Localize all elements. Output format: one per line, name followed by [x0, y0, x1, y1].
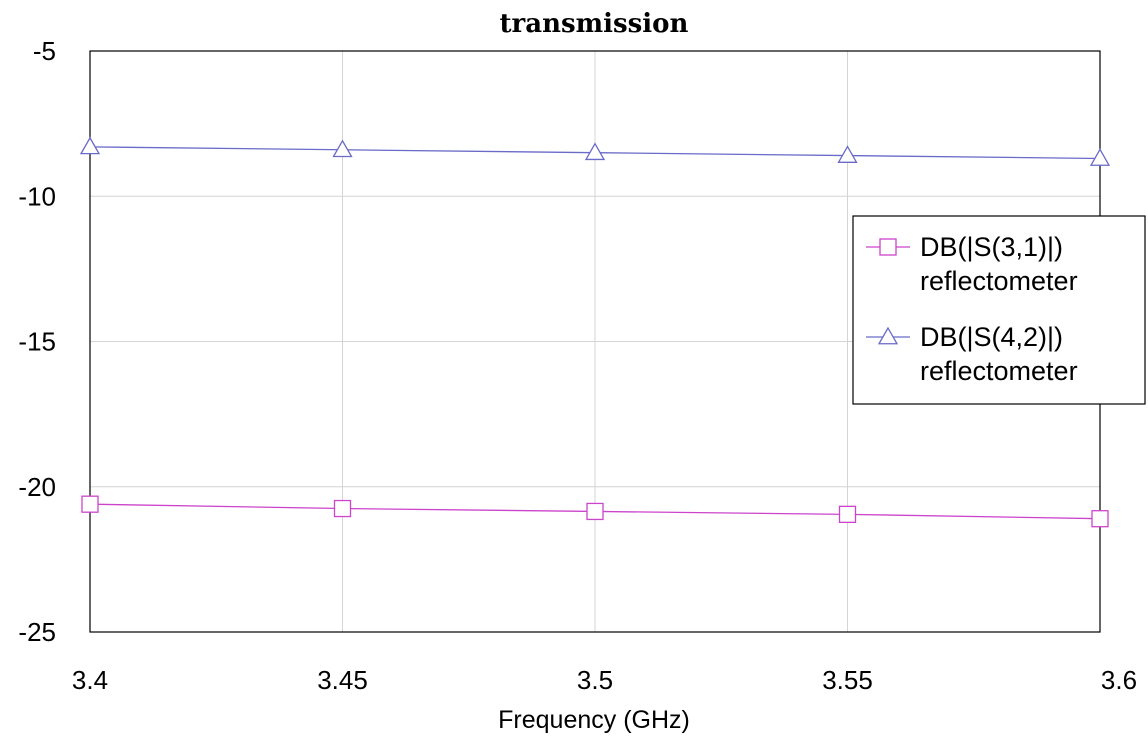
y-tick-label: -10: [18, 181, 56, 211]
data-point-marker: [837, 145, 858, 163]
chart-title: transmission: [500, 9, 689, 39]
series-2: [79, 136, 1111, 166]
legend-label: DB(|S(3,1)|): [920, 232, 1063, 262]
data-point-marker: [584, 142, 606, 161]
x-axis-label: Frequency (GHz): [498, 706, 690, 734]
legend-label: DB(|S(4,2)|): [920, 322, 1063, 352]
data-point-marker: [838, 505, 857, 523]
series-layer: [79, 136, 1111, 528]
x-tick-label: 3.45: [317, 665, 368, 695]
x-tick-label: 3.6: [1101, 665, 1137, 695]
y-axis-ticks: -5 -10 -15 -20 -25: [18, 36, 56, 647]
legend-entry-2: DB(|S(4,2)|) reflectometer: [866, 322, 1078, 386]
x-tick-label: 3.4: [72, 665, 108, 695]
data-point-marker: [333, 499, 352, 518]
x-tick-label: 3.55: [822, 665, 873, 695]
data-point-marker: [586, 502, 604, 521]
legend-label-line2: reflectometer: [920, 356, 1078, 386]
y-tick-label: -15: [18, 327, 56, 357]
data-point-marker: [1089, 148, 1111, 166]
y-tick-label: -20: [18, 472, 56, 502]
legend-label-line2: reflectometer: [920, 266, 1078, 296]
x-axis-ticks: 3.4 3.45 3.5 3.55 3.6: [72, 665, 1137, 695]
legend-entry-1: DB(|S(3,1)|) reflectometer: [866, 232, 1078, 296]
data-point-marker: [1091, 510, 1109, 528]
legend-marker: [879, 238, 897, 256]
data-point-marker: [81, 495, 99, 513]
series-1: [81, 495, 1109, 528]
data-point-marker: [332, 139, 353, 158]
legend-marker: [877, 326, 899, 345]
x-tick-label: 3.5: [577, 665, 613, 695]
data-point-marker: [79, 136, 101, 155]
y-tick-label: -5: [33, 36, 56, 66]
legend: DB(|S(3,1)|) reflectometer DB(|S(4,2)|) ref…: [852, 215, 1146, 405]
y-tick-label: -25: [18, 617, 56, 647]
